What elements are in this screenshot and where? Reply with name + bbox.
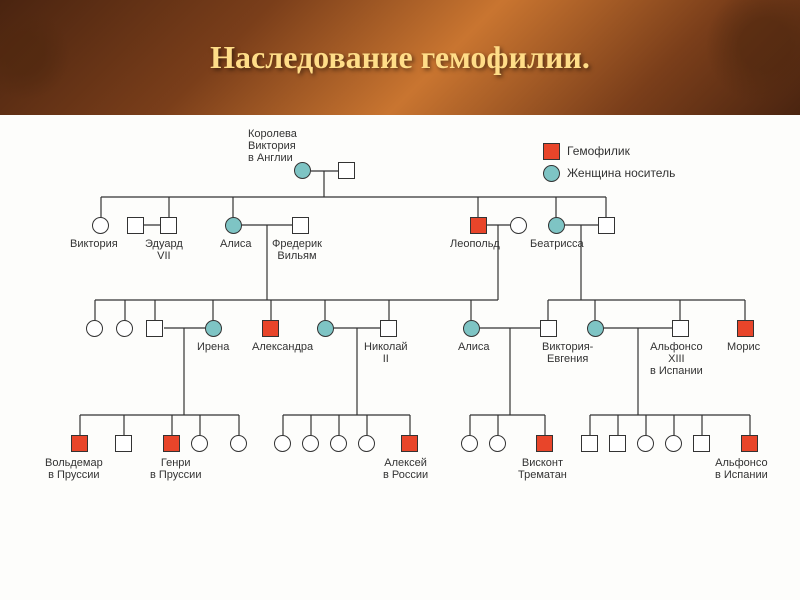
label-frederick: ФредерикВильям xyxy=(272,238,322,262)
node-waldemar xyxy=(71,435,88,452)
node-prince-albert xyxy=(338,162,355,179)
slide-title: Наследование гемофилии. xyxy=(210,39,590,76)
node-irene xyxy=(205,320,222,337)
pedigree-chart: Гемофилик Женщина носитель КоролеваВикто… xyxy=(0,115,800,600)
node-alfonso13 xyxy=(672,320,689,337)
node-henry xyxy=(163,435,180,452)
node-alice2-husband xyxy=(540,320,557,337)
node-beatrice-husband xyxy=(598,217,615,234)
node-irene-husband xyxy=(146,320,163,337)
node-alexei xyxy=(401,435,418,452)
label-edward: ЭдуардVII xyxy=(145,238,183,262)
label-alexei: Алексейв России xyxy=(383,457,428,481)
legend-hemophilic-label: Гемофилик xyxy=(567,144,630,158)
node-sp3 xyxy=(637,435,654,452)
node-g4-2 xyxy=(115,435,132,452)
node-frederick xyxy=(292,217,309,234)
node-g4-a1 xyxy=(461,435,478,452)
label-henry: Генрив Пруссии xyxy=(150,457,201,481)
label-leopold: Леопольд xyxy=(450,238,500,250)
legend-carrier-label: Женщина носитель xyxy=(567,166,675,180)
label-irene: Ирена xyxy=(197,341,229,353)
node-g4-4 xyxy=(191,435,208,452)
node-edward7 xyxy=(160,217,177,234)
node-edward-spouse xyxy=(127,217,144,234)
node-sp1 xyxy=(581,435,598,452)
node-alexandra xyxy=(317,320,334,337)
legend-hemophilic-icon xyxy=(543,143,560,160)
node-g4-a2 xyxy=(489,435,506,452)
label-viscount: ВисконтТрематан xyxy=(518,457,567,481)
node-otma1 xyxy=(274,435,291,452)
node-sp2 xyxy=(609,435,626,452)
node-maurice xyxy=(737,320,754,337)
node-g4-5 xyxy=(230,435,247,452)
label-victoria-eugenie: Виктория-Евгения xyxy=(542,341,593,365)
node-alice2 xyxy=(463,320,480,337)
label-alice: Алиса xyxy=(220,238,252,250)
node-g3-1 xyxy=(86,320,103,337)
label-beatrice: Беатрисса xyxy=(530,238,584,250)
label-maurice: Морис xyxy=(727,341,760,353)
node-g3-hemo1 xyxy=(262,320,279,337)
node-leopold-wife xyxy=(510,217,527,234)
label-queen: КоролеваВикторияв Англии xyxy=(248,128,297,164)
node-victoria-jr xyxy=(92,217,109,234)
label-alfonso13: АльфонсоXIIIв Испании xyxy=(650,341,703,377)
node-g3-2 xyxy=(116,320,133,337)
slide-header: Наследование гемофилии. xyxy=(0,0,800,115)
node-viscount xyxy=(536,435,553,452)
node-otma4 xyxy=(358,435,375,452)
node-otma2 xyxy=(302,435,319,452)
label-alfonso-sp: Альфонсов Испании xyxy=(715,457,768,481)
legend-carrier-icon xyxy=(543,165,560,182)
label-victoria: Виктория xyxy=(70,238,118,250)
node-sp5 xyxy=(693,435,710,452)
node-otma3 xyxy=(330,435,347,452)
node-sp4 xyxy=(665,435,682,452)
label-waldemar: Вольдемарв Пруссии xyxy=(45,457,103,481)
label-alexandra: Александра xyxy=(252,341,313,353)
label-nicholas: НиколайII xyxy=(364,341,408,365)
node-nicholas2 xyxy=(380,320,397,337)
node-leopold xyxy=(470,217,487,234)
node-victoria-eugenie xyxy=(587,320,604,337)
node-alice xyxy=(225,217,242,234)
node-queen-victoria xyxy=(294,162,311,179)
node-alfonso-sp xyxy=(741,435,758,452)
node-beatrice xyxy=(548,217,565,234)
label-alice2: Алиса xyxy=(458,341,490,353)
